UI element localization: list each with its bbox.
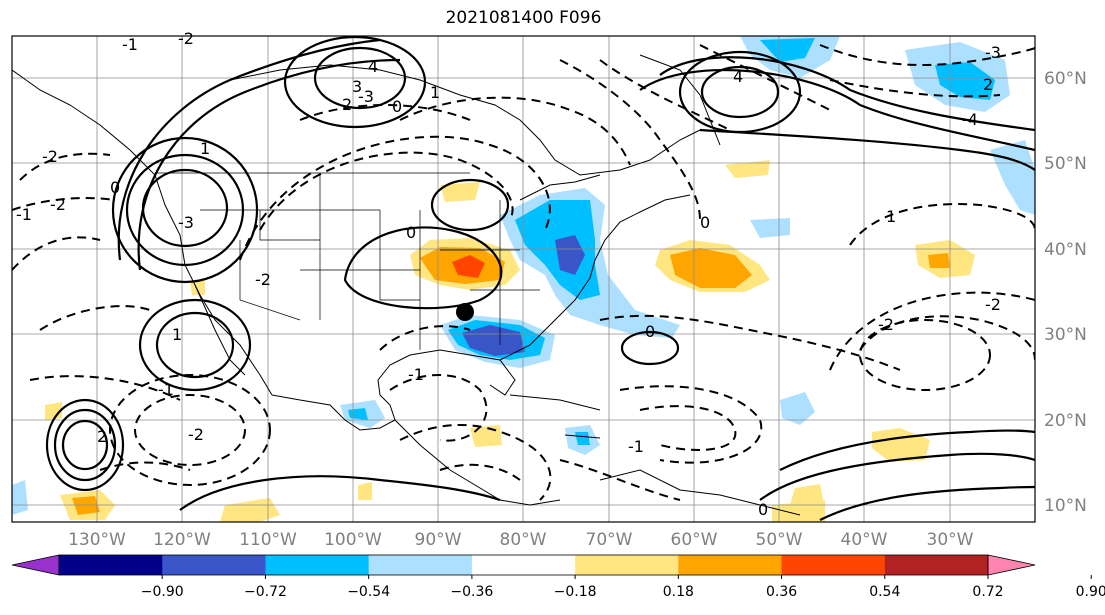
colorbar-tick-label: 0.36 xyxy=(766,584,797,600)
contour-label: -1 xyxy=(16,205,32,224)
contour-label: -2 xyxy=(188,425,204,444)
contour-label: 0 xyxy=(406,223,416,242)
lon-label: 130°W xyxy=(68,530,126,550)
colorbar-segment xyxy=(884,555,989,575)
colorbar-segment xyxy=(781,555,886,575)
colorbar-tick-label: −0.90 xyxy=(141,584,184,600)
lon-label: 110°W xyxy=(239,530,297,550)
map-frame xyxy=(11,35,1036,523)
contour-label: -3 xyxy=(358,87,374,106)
lat-label: 60°N xyxy=(1044,69,1087,89)
contour-label: -2 xyxy=(255,270,271,289)
contour-label: -1 xyxy=(158,380,174,399)
lat-label: 40°N xyxy=(1044,240,1087,260)
contour-label: 2 xyxy=(97,427,107,446)
contour-label: -2 xyxy=(178,29,194,48)
lon-label: 90°W xyxy=(415,530,462,550)
longitude-labels: 130°W 120°W 110°W 100°W 90°W 80°W 70°W 6… xyxy=(68,530,974,550)
contour-label: 2 xyxy=(342,95,352,114)
lon-label: 100°W xyxy=(324,530,382,550)
contour-label: 1 xyxy=(886,207,896,226)
colorbar-segment xyxy=(59,555,163,575)
positive-contours xyxy=(45,36,1035,521)
contour-label: 4 xyxy=(368,57,378,76)
colorbar-segment xyxy=(368,555,473,575)
lat-label: 50°N xyxy=(1044,154,1087,174)
lon-label: 120°W xyxy=(153,530,211,550)
state-borders xyxy=(155,172,540,350)
map-title: 2021081400 F096 xyxy=(445,8,602,28)
lon-label: 70°W xyxy=(586,530,633,550)
contour-label: -3 xyxy=(178,213,194,232)
contour-label: -4 xyxy=(962,110,978,129)
coastlines xyxy=(12,54,801,516)
colorbar-segment xyxy=(575,555,679,575)
contour-label: 0 xyxy=(700,213,710,232)
colorbar-tick-label: −0.18 xyxy=(554,584,597,600)
colorbar-segment xyxy=(471,555,576,575)
contour-label: -1 xyxy=(628,437,644,456)
colorbar-frame xyxy=(58,554,989,576)
colorbar-tick-label: 0.90 xyxy=(1076,584,1105,600)
contour-label: -2 xyxy=(50,195,66,214)
lon-label: 80°W xyxy=(500,530,547,550)
colorbar xyxy=(11,554,1036,576)
colorbar-tick-label: 0.72 xyxy=(972,584,1003,600)
colorbar-tick-label: −0.36 xyxy=(450,584,493,600)
colorbar-tick-label: −0.72 xyxy=(244,584,287,600)
contour-label: -2 xyxy=(42,147,58,166)
contour-label: 0 xyxy=(758,500,768,519)
colorbar-ticks: −0.90 −0.72 −0.54 −0.36 −0.18 0.18 0.36 0.54 0.7… xyxy=(141,575,1105,600)
colorbar-tick-label: 0.54 xyxy=(869,584,900,600)
negative-contours xyxy=(12,44,1035,501)
contour-label: -1 xyxy=(122,35,138,54)
colorbar-segment xyxy=(162,555,266,575)
colorbar-extend-low xyxy=(11,554,60,576)
lon-label: 40°W xyxy=(841,530,888,550)
contour-label: 3 xyxy=(352,77,362,96)
contour-labels: -1 -2 -3 0 1 2 3 4 -2 -1 0 1 -3 -2 0 -1 … xyxy=(16,29,1001,519)
contour-label: -2 xyxy=(985,295,1001,314)
contour-label: 2 xyxy=(983,75,993,94)
lon-label: 50°W xyxy=(756,530,803,550)
colorbar-segment xyxy=(265,555,370,575)
colorbar-extend-high xyxy=(987,554,1036,576)
lon-label: 60°W xyxy=(671,530,718,550)
contour-label: 1 xyxy=(200,139,210,158)
lat-label: 10°N xyxy=(1044,496,1087,516)
contour-label: 0 xyxy=(110,178,120,197)
lon-label: 30°W xyxy=(927,530,974,550)
colorbar-tick-label: −0.54 xyxy=(347,584,390,600)
contour-label: 1 xyxy=(430,83,440,102)
contour-label: 0 xyxy=(645,322,655,341)
colorbar-segment xyxy=(678,555,783,575)
location-marker xyxy=(456,303,474,321)
contour-label: -1 xyxy=(408,365,424,384)
lat-label: 30°N xyxy=(1044,325,1087,345)
lat-label: 20°N xyxy=(1044,411,1087,431)
contour-label: 0 xyxy=(392,97,402,116)
contour-label: -3 xyxy=(985,43,1001,62)
contour-label: 1 xyxy=(172,325,182,344)
contour-label: -2 xyxy=(878,315,894,334)
latitude-labels: 10°N 20°N 30°N 40°N 50°N 60°N xyxy=(1044,69,1087,516)
gridlines xyxy=(12,36,1035,522)
contour-label: 4 xyxy=(733,67,743,86)
colorbar-tick-label: 0.18 xyxy=(663,584,694,600)
